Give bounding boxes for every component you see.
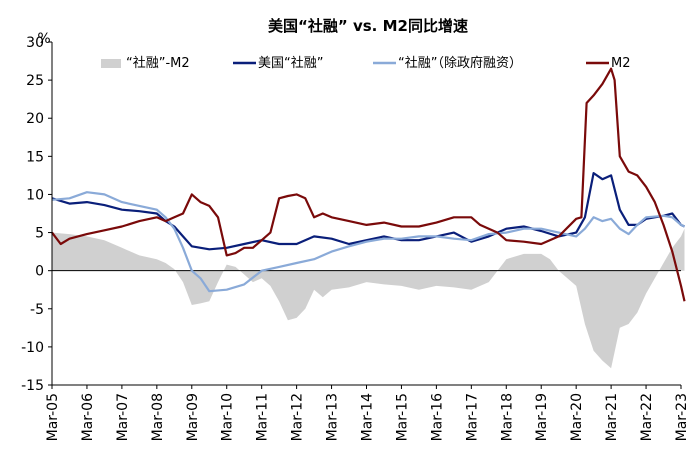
x-tick-label: Mar-10 (220, 393, 236, 441)
y-tick-label: 0 (35, 264, 44, 280)
y-tick-label: 15 (26, 149, 44, 165)
legend-label-m2: M2 (611, 56, 631, 71)
x-tick-label: Mar-15 (394, 393, 410, 441)
legend-label-ex-government: “社融”（除政府融资） (398, 55, 522, 71)
x-tick-label: Mar-12 (290, 393, 306, 441)
y-tick-label: 5 (35, 226, 44, 242)
chart-title: 美国“社融” vs. M2同比增速 (268, 17, 468, 35)
y-axis: -15 -10 -5 0 5 10 15 20 25 30 (21, 35, 53, 394)
y-tick-label: -15 (21, 378, 44, 394)
series-ex-government-line (51, 191, 685, 293)
legend: “社融”-M2 美国“社融” “社融”（除政府融资） M2 (101, 55, 631, 71)
y-tick-label: 20 (26, 111, 44, 127)
y-tick-label: 25 (26, 73, 44, 89)
legend-swatch-spread (101, 59, 121, 68)
series-spread-area (52, 228, 685, 369)
plot-area (51, 67, 686, 369)
y-ticks: -15 -10 -5 0 5 10 15 20 25 30 (21, 35, 52, 394)
x-tick-label: Mar-08 (150, 393, 166, 441)
y-tick-label: 30 (26, 35, 44, 51)
x-tick-label: Mar-22 (639, 393, 655, 441)
x-tick-label: Mar-11 (255, 393, 271, 441)
series-social-financing-line (51, 172, 685, 251)
x-tick-label: Mar-13 (325, 393, 341, 441)
x-tick-label: Mar-14 (360, 393, 376, 441)
x-tick-label: Mar-07 (115, 393, 131, 441)
x-tick-label: Mar-21 (604, 393, 620, 441)
y-tick-label: 10 (26, 187, 44, 203)
x-tick-label: Mar-23 (674, 393, 690, 441)
x-axis: Mar-05 Mar-06 Mar-07 Mar-08 Mar-09 Mar-10 Mar-… (45, 384, 690, 441)
x-ticks: Mar-05 Mar-06 Mar-07 Mar-08 Mar-09 Mar-10 Mar-… (45, 385, 690, 441)
x-tick-label: Mar-18 (499, 393, 515, 441)
y-axis-unit: % (37, 31, 50, 47)
y-tick-label: -5 (30, 302, 44, 318)
legend-label-social-financing: 美国“社融” (258, 55, 323, 71)
x-tick-label: Mar-17 (464, 393, 480, 441)
x-tick-label: Mar-05 (45, 393, 61, 441)
x-tick-label: Mar-19 (534, 393, 550, 441)
x-tick-label: Mar-16 (429, 393, 445, 441)
legend-label-spread: “社融”-M2 (126, 55, 190, 71)
x-tick-label: Mar-20 (569, 393, 585, 441)
y-tick-label: -10 (21, 340, 44, 356)
area-layer (52, 228, 685, 369)
series-m2-line (51, 67, 686, 302)
x-tick-label: Mar-09 (185, 393, 201, 441)
line-layer (51, 67, 686, 302)
x-tick-label: Mar-06 (80, 393, 96, 441)
